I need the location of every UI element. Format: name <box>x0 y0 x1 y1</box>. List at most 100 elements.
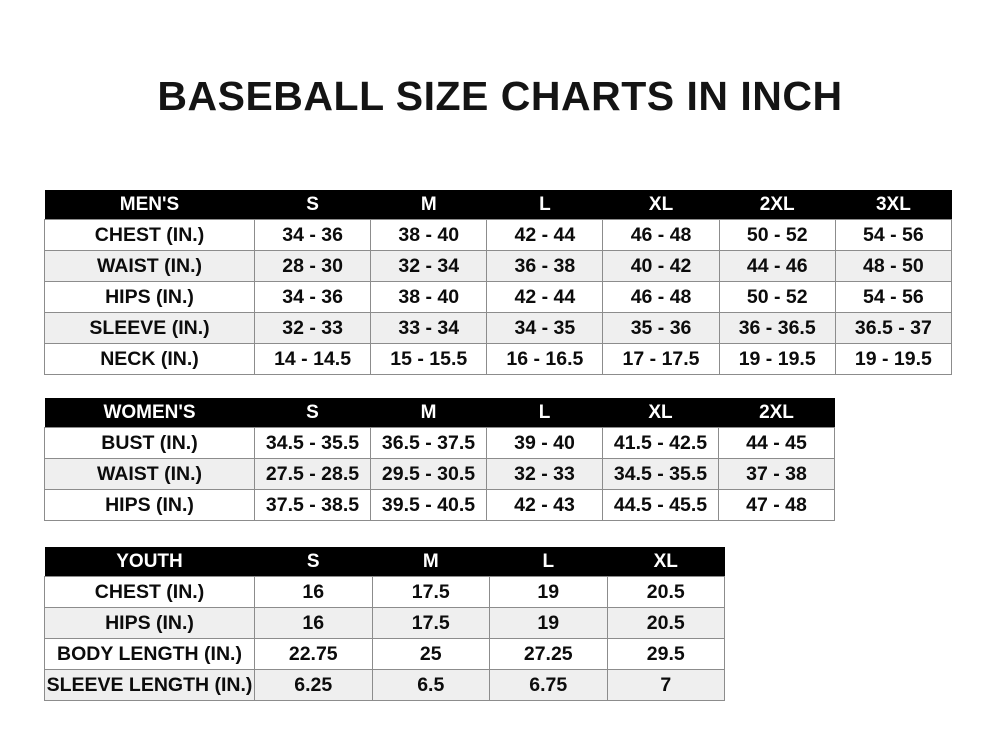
size-column-header: L <box>486 190 603 220</box>
measurement-value: 50 - 52 <box>718 219 836 251</box>
measurement-value: 32 - 33 <box>253 312 372 344</box>
size-column-header: XL <box>602 190 720 220</box>
table-row: HIPS (IN.) 16 17.5 19 20.5 <box>44 607 725 639</box>
measurement-value: 14 - 14.5 <box>253 343 372 375</box>
table-row: WAIST (IN.) 27.5 - 28.5 29.5 - 30.5 32 - 33… <box>44 458 835 490</box>
measurement-value: 36 - 38 <box>486 250 604 282</box>
measurement-value: 37 - 38 <box>718 458 835 490</box>
measurement-value: 35 - 36 <box>602 312 720 344</box>
measurement-value: 15 - 15.5 <box>370 343 488 375</box>
measurement-value: 19 - 19.5 <box>834 343 953 375</box>
measurement-value: 44 - 45 <box>718 427 835 459</box>
measurement-value: 46 - 48 <box>602 281 720 313</box>
measurement-label: SLEEVE LENGTH (IN.) <box>44 669 255 701</box>
measurement-value: 6.25 <box>254 669 373 701</box>
measurement-value: 47 - 48 <box>718 489 835 521</box>
measurement-value: 32 - 33 <box>486 458 603 490</box>
size-column-header: 2XL <box>718 398 835 428</box>
womens-size-table: WOMEN'S S M L XL 2XL BUST (IN.) 34.5 - 35.5 36.5… <box>44 398 835 521</box>
measurement-value: 33 - 34 <box>370 312 488 344</box>
measurement-value: 32 - 34 <box>370 250 488 282</box>
youth-size-table: YOUTH S M L XL CHEST (IN.) 16 17.5 19 20.5 HIPS (I… <box>44 547 725 701</box>
measurement-value: 20.5 <box>606 607 725 639</box>
measurement-value: 46 - 48 <box>602 219 720 251</box>
measurement-value: 54 - 56 <box>834 281 953 313</box>
measurement-value: 16 <box>254 576 373 608</box>
measurement-value: 6.75 <box>489 669 608 701</box>
measurement-value: 42 - 44 <box>486 281 604 313</box>
table-row: SLEEVE LENGTH (IN.) 6.25 6.5 6.75 7 <box>44 669 725 701</box>
table-row: NECK (IN.) 14 - 14.5 15 - 15.5 16 - 16.5 17 … <box>44 343 953 375</box>
measurement-value: 27.25 <box>489 638 608 670</box>
size-column-header: 2XL <box>719 190 836 220</box>
mens-size-table: MEN'S S M L XL 2XL 3XL CHEST (IN.) 34 - 36 38 - 4… <box>44 190 953 375</box>
table-row: SLEEVE (IN.) 32 - 33 33 - 34 34 - 35 35 - 36… <box>44 312 953 344</box>
measurement-value: 39.5 - 40.5 <box>370 489 487 521</box>
table-row: CHEST (IN.) 34 - 36 38 - 40 42 - 44 46 - 48 5… <box>44 219 953 251</box>
measurement-value: 42 - 44 <box>486 219 604 251</box>
measurement-value: 17 - 17.5 <box>602 343 720 375</box>
measurement-value: 7 <box>606 669 725 701</box>
size-column-header: M <box>370 398 487 428</box>
group-label-header: YOUTH <box>44 547 255 577</box>
measurement-value: 41.5 - 42.5 <box>602 427 719 459</box>
measurement-label: CHEST (IN.) <box>44 576 255 608</box>
measurement-label: SLEEVE (IN.) <box>44 312 255 344</box>
measurement-value: 36.5 - 37 <box>834 312 953 344</box>
table-row: HIPS (IN.) 34 - 36 38 - 40 42 - 44 46 - 48 50… <box>44 281 953 313</box>
measurement-value: 48 - 50 <box>834 250 953 282</box>
measurement-value: 34 - 35 <box>486 312 604 344</box>
size-column-header: XL <box>602 398 719 428</box>
size-column-header: L <box>486 398 603 428</box>
size-column-header: 3XL <box>835 190 952 220</box>
size-column-header: M <box>370 190 487 220</box>
size-column-header: L <box>489 547 607 577</box>
measurement-value: 50 - 52 <box>718 281 836 313</box>
measurement-label: CHEST (IN.) <box>44 219 255 251</box>
table-row: CHEST (IN.) 16 17.5 19 20.5 <box>44 576 725 608</box>
measurement-value: 54 - 56 <box>834 219 953 251</box>
measurement-value: 28 - 30 <box>253 250 372 282</box>
table-row: WAIST (IN.) 28 - 30 32 - 34 36 - 38 40 - 42 4… <box>44 250 953 282</box>
measurement-label: HIPS (IN.) <box>44 489 255 521</box>
table-row: HIPS (IN.) 37.5 - 38.5 39.5 - 40.5 42 - 43 4… <box>44 489 835 521</box>
size-column-header: S <box>254 547 372 577</box>
measurement-value: 29.5 - 30.5 <box>370 458 487 490</box>
measurement-value: 37.5 - 38.5 <box>254 489 371 521</box>
measurement-value: 20.5 <box>606 576 725 608</box>
size-column-header: S <box>254 190 371 220</box>
measurement-value: 29.5 <box>606 638 725 670</box>
size-column-header: XL <box>607 547 725 577</box>
measurement-value: 39 - 40 <box>486 427 603 459</box>
measurement-value: 34.5 - 35.5 <box>602 458 719 490</box>
measurement-value: 44.5 - 45.5 <box>602 489 719 521</box>
measurement-value: 40 - 42 <box>602 250 720 282</box>
table-row: BUST (IN.) 34.5 - 35.5 36.5 - 37.5 39 - 40 4… <box>44 427 835 459</box>
group-label-header: MEN'S <box>44 190 255 220</box>
measurement-label: BODY LENGTH (IN.) <box>44 638 255 670</box>
measurement-value: 19 - 19.5 <box>718 343 836 375</box>
measurement-label: WAIST (IN.) <box>44 458 255 490</box>
size-column-header: M <box>372 547 490 577</box>
group-label-header: WOMEN'S <box>44 398 255 428</box>
measurement-value: 34 - 36 <box>253 281 372 313</box>
measurement-label: BUST (IN.) <box>44 427 255 459</box>
measurement-value: 6.5 <box>371 669 490 701</box>
measurement-value: 16 <box>254 607 373 639</box>
measurement-value: 16 - 16.5 <box>486 343 604 375</box>
measurement-value: 36 - 36.5 <box>718 312 836 344</box>
measurement-value: 42 - 43 <box>486 489 603 521</box>
measurement-value: 19 <box>489 607 608 639</box>
measurement-label: NECK (IN.) <box>44 343 255 375</box>
measurement-value: 17.5 <box>371 607 490 639</box>
measurement-value: 27.5 - 28.5 <box>254 458 371 490</box>
table-row: BODY LENGTH (IN.) 22.75 25 27.25 29.5 <box>44 638 725 670</box>
table-header-row: YOUTH S M L XL <box>44 547 725 577</box>
measurement-value: 34.5 - 35.5 <box>254 427 371 459</box>
table-header-row: WOMEN'S S M L XL 2XL <box>44 398 835 428</box>
measurement-value: 36.5 - 37.5 <box>370 427 487 459</box>
measurement-value: 25 <box>371 638 490 670</box>
measurement-value: 38 - 40 <box>370 219 488 251</box>
measurement-label: WAIST (IN.) <box>44 250 255 282</box>
